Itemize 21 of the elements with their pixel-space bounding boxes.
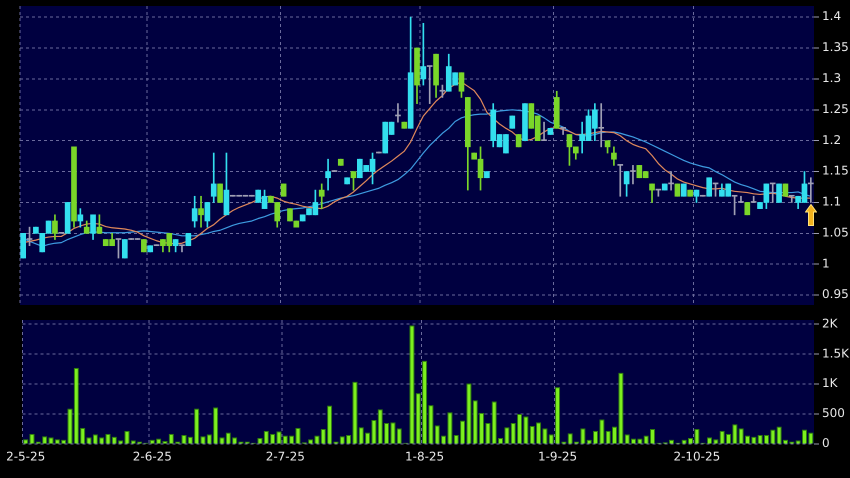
- x-tick-label: 2-5-25: [6, 449, 46, 464]
- x-tick-label: 2-7-25: [266, 449, 305, 464]
- y-tick-label: 1.2: [822, 132, 842, 147]
- x-tick-label: 2-6-25: [132, 449, 172, 464]
- x-tick-label: 1-9-25: [538, 449, 578, 464]
- y-tick-label: 1.05: [822, 225, 849, 240]
- x-tick-label: 2-10-25: [673, 449, 720, 464]
- y-tick-label: 1.5K: [822, 346, 850, 360]
- y-tick-label: 1.1: [822, 194, 842, 209]
- y-tick-label: 0: [822, 436, 830, 450]
- y-tick-label: 500: [822, 406, 845, 420]
- y-tick-label: 1.25: [822, 102, 849, 116]
- y-tick-label: 1.15: [822, 164, 849, 178]
- y-tick-label: 2K: [822, 316, 839, 330]
- y-tick-label: 0.95: [822, 287, 849, 302]
- y-tick-label: 1K: [822, 376, 839, 390]
- y-tick-label: 1: [822, 256, 830, 270]
- x-tick-label: 1-8-25: [404, 449, 444, 464]
- y-tick-label: 1.35: [822, 40, 849, 54]
- y-tick-label: 1.3: [822, 71, 842, 86]
- y-tick-label: 1.4: [822, 9, 842, 24]
